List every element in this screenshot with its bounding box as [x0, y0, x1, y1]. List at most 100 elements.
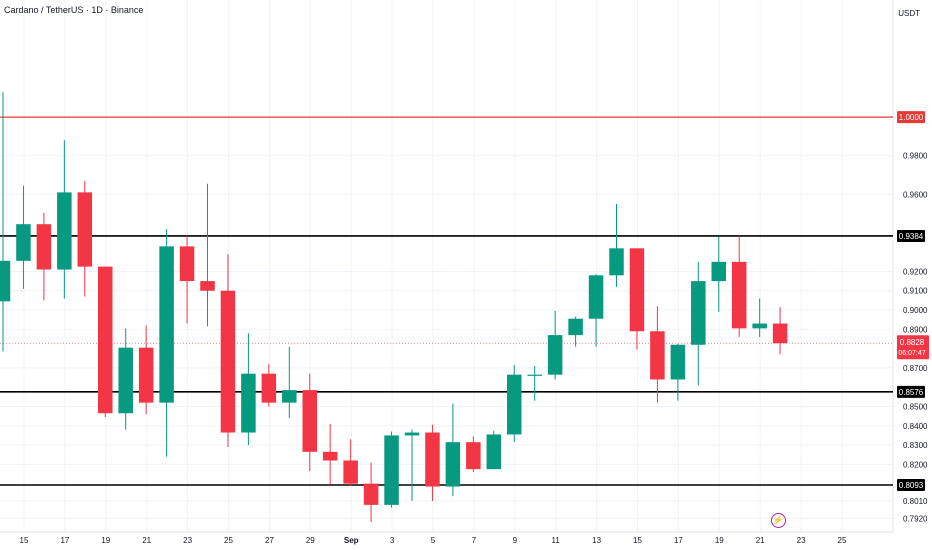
x-tick-label: 15 — [633, 536, 642, 545]
y-tick-label: 0.8500 — [903, 402, 928, 411]
candle-body — [200, 281, 215, 291]
candle[interactable] — [547, 311, 563, 380]
candle[interactable] — [261, 364, 277, 407]
candle[interactable] — [241, 333, 256, 446]
candle[interactable] — [220, 254, 236, 447]
candle[interactable] — [650, 306, 665, 403]
price-axis[interactable]: 0.9800 0.9600 0.9200 0.9100 0.9000 0.8900 0.87… — [897, 111, 929, 523]
candle[interactable] — [609, 203, 624, 287]
candle[interactable] — [282, 346, 297, 419]
x-tick-label: 25 — [224, 536, 233, 545]
candle-body — [343, 460, 358, 484]
candle[interactable] — [302, 373, 318, 472]
candle[interactable] — [138, 325, 154, 415]
candle[interactable] — [343, 439, 358, 486]
candle[interactable] — [486, 430, 502, 470]
level-price-tag — [897, 229, 925, 242]
candle[interactable] — [77, 180, 93, 297]
candle[interactable] — [772, 307, 788, 355]
lightning-icon[interactable]: ⚡ — [771, 513, 786, 528]
candle-body — [36, 224, 52, 270]
x-tick-label: 9 — [513, 536, 518, 545]
candle-body — [241, 373, 256, 433]
candle-body — [609, 248, 624, 276]
y-tick-label: 0.8400 — [903, 422, 928, 431]
x-tick-label: 27 — [265, 536, 274, 545]
candle[interactable] — [711, 236, 727, 312]
level-price-label: 1.0000 — [899, 113, 924, 122]
candle-body — [425, 432, 440, 487]
candles[interactable] — [0, 92, 788, 523]
level-price-label: 0.8093 — [899, 481, 924, 490]
x-tick-label: 7 — [472, 536, 477, 545]
candle[interactable] — [404, 429, 420, 502]
candle[interactable] — [200, 183, 215, 327]
candle[interactable] — [179, 235, 195, 324]
horizontal-levels[interactable] — [0, 116, 893, 486]
x-tick-label: 5 — [431, 536, 436, 545]
candle[interactable] — [527, 365, 542, 401]
candle[interactable] — [0, 92, 11, 352]
countdown-label: 06:07:47 — [898, 350, 925, 357]
level-price-tag — [897, 479, 925, 491]
candle-body — [363, 483, 379, 505]
candle[interactable] — [322, 423, 338, 485]
x-tick-label: 13 — [592, 536, 601, 545]
candle-body — [77, 192, 93, 267]
candle[interactable] — [466, 436, 481, 473]
y-tick-label: 0.8200 — [903, 460, 928, 469]
candle-body — [568, 318, 583, 336]
candle-body — [527, 374, 542, 376]
candle-body — [16, 224, 31, 261]
x-tick-label: 19 — [101, 536, 110, 545]
level-price-tag — [897, 111, 925, 124]
y-tick-label: 0.9200 — [903, 267, 928, 276]
x-tick-label: 23 — [183, 536, 192, 545]
x-tick-label: 3 — [390, 536, 395, 545]
candle[interactable] — [118, 328, 133, 430]
chart-title: Cardano / TetherUS · 1D · Binance — [4, 5, 144, 15]
level-price-label: 0.9384 — [899, 232, 924, 241]
y-tick-label: 0.8700 — [903, 364, 928, 373]
candle-body — [302, 390, 317, 452]
candle-body — [691, 281, 706, 345]
candle[interactable] — [691, 261, 706, 386]
candle-body — [772, 323, 788, 344]
candle[interactable] — [507, 365, 522, 443]
candle-body — [670, 344, 686, 380]
candle-body — [220, 290, 236, 433]
candle[interactable] — [363, 462, 379, 523]
candle[interactable] — [36, 212, 52, 301]
candle[interactable] — [731, 235, 747, 338]
x-tick-label: 25 — [838, 536, 847, 545]
candle-body — [486, 434, 502, 470]
y-tick-label: 0.9800 — [903, 152, 928, 161]
candle[interactable] — [670, 343, 686, 401]
y-tick-label: 0.8300 — [903, 441, 928, 450]
candle-body — [0, 260, 11, 302]
x-tick-label: 23 — [797, 536, 806, 545]
time-axis[interactable]: 15 17 19 21 23 25 27 29 Sep 3 5 7 9 11 13 15 17 19 21 23 25 — [20, 536, 847, 545]
candle[interactable] — [629, 248, 645, 350]
x-tick-label: 11 — [552, 536, 561, 545]
candle[interactable] — [588, 274, 604, 347]
candle-body — [711, 261, 726, 282]
candle-body — [404, 432, 420, 436]
candle[interactable] — [57, 140, 72, 299]
candle-body — [507, 374, 522, 435]
candle[interactable] — [568, 316, 583, 347]
candle[interactable] — [159, 229, 174, 457]
y-tick-label: 0.8010 — [903, 497, 928, 506]
candle[interactable] — [425, 424, 440, 502]
x-tick-label: 29 — [306, 536, 315, 545]
candle[interactable] — [752, 298, 767, 338]
candle-body — [57, 192, 72, 270]
candle[interactable] — [16, 185, 31, 289]
candle[interactable] — [98, 266, 113, 418]
candle-body — [179, 246, 195, 282]
candle-body — [98, 266, 113, 414]
candle-body — [752, 323, 767, 329]
candle[interactable] — [445, 403, 461, 497]
candle[interactable] — [384, 431, 399, 508]
